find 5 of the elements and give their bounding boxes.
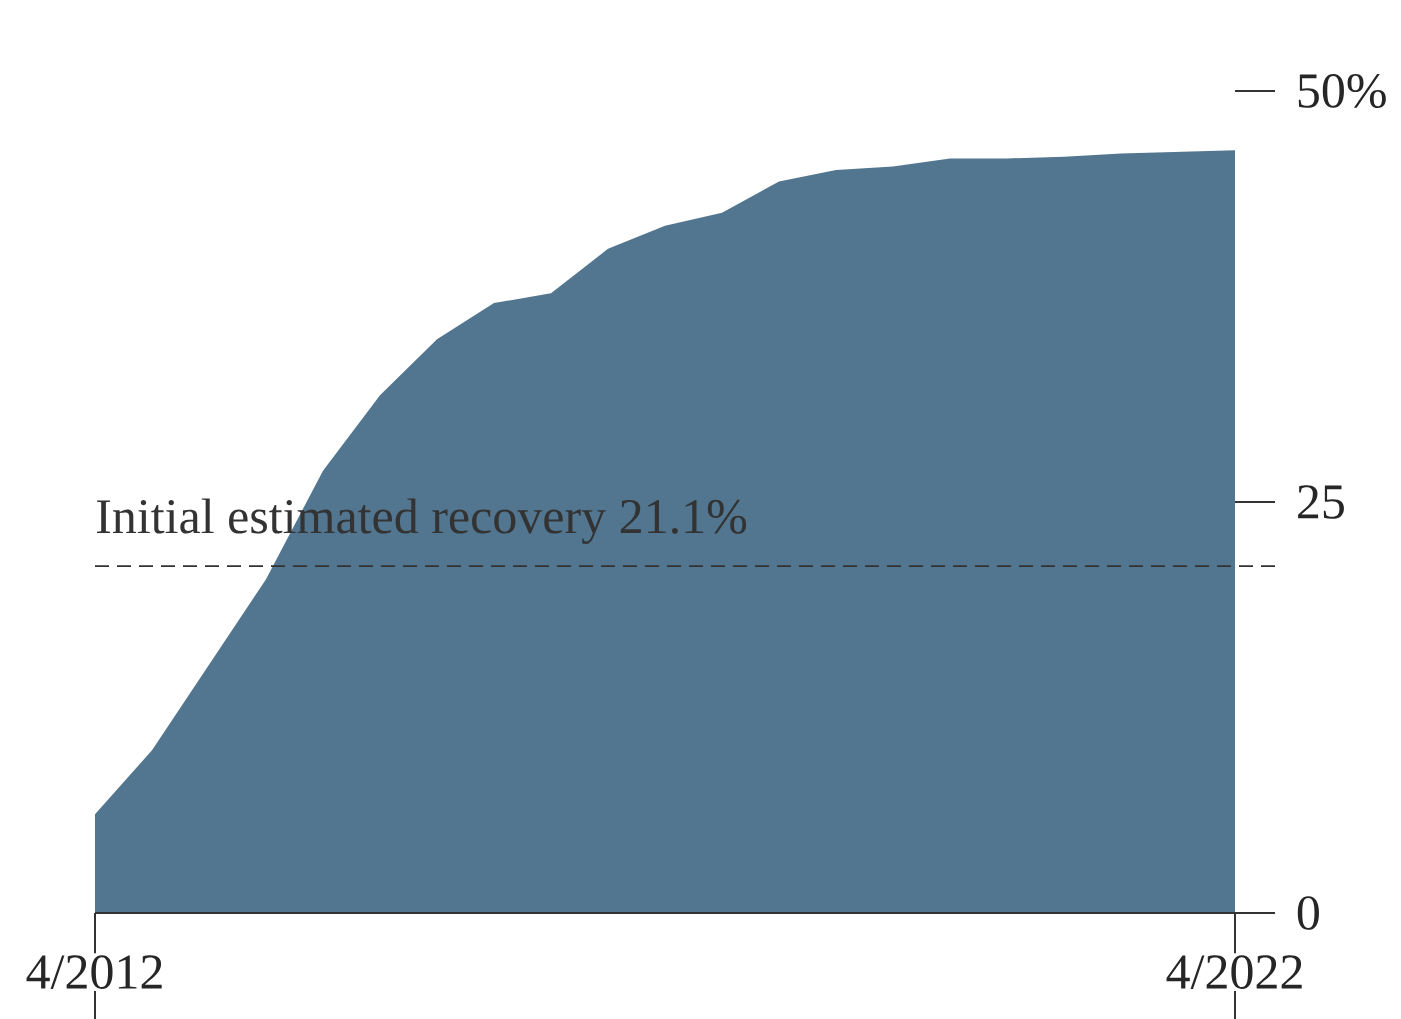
y-tick-label: 0 [1297,896,1319,930]
y-tick-label: 50% [1298,74,1386,108]
y-tick-label: 25 [1298,485,1344,519]
x-tick-label: 4/2012 [26,955,162,989]
x-tick-label: 4/2022 [1166,955,1302,989]
